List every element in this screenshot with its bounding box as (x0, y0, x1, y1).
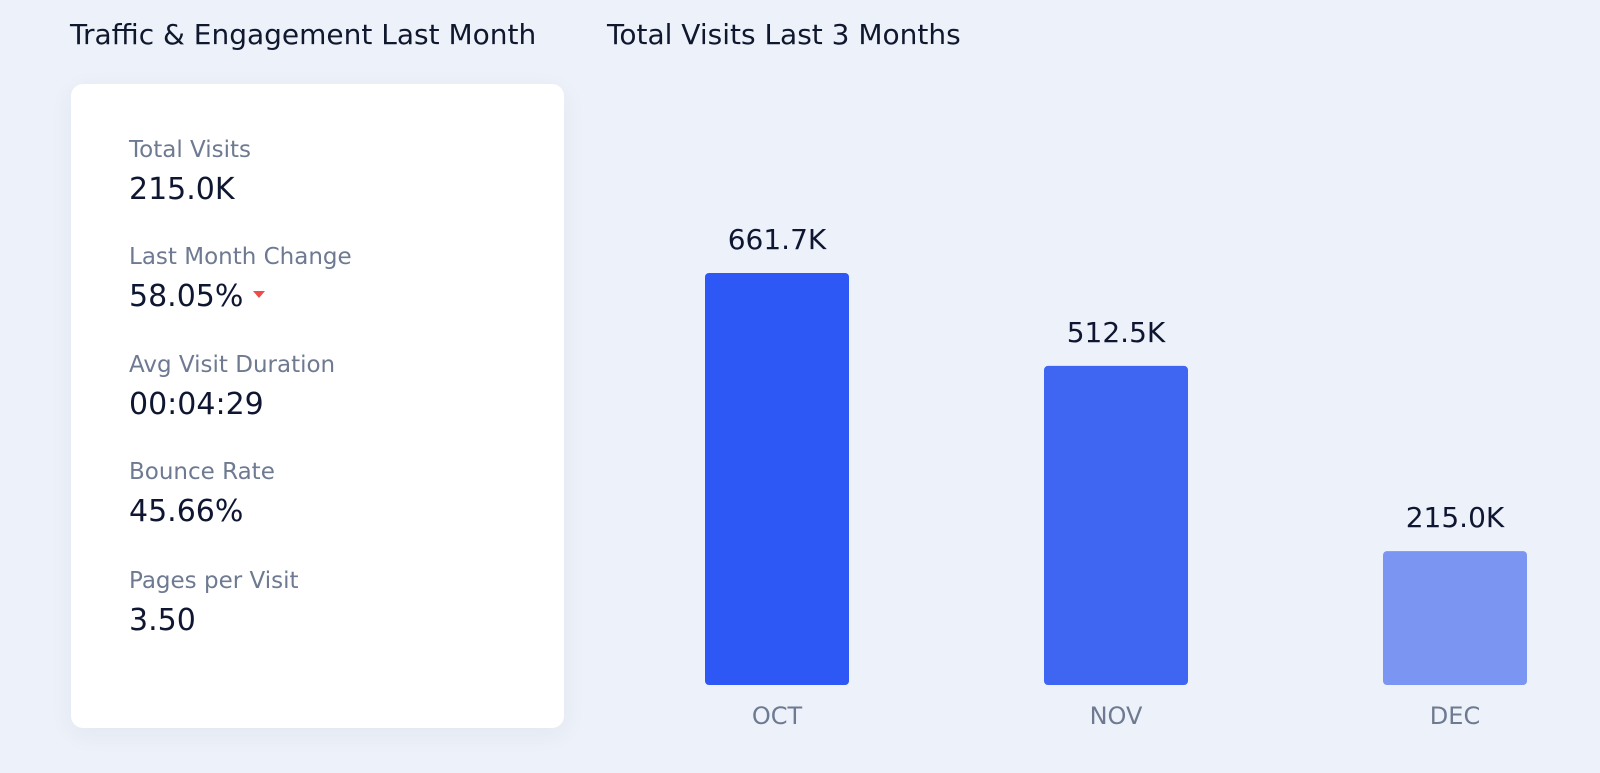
chart-title: Total Visits Last 3 Months (607, 18, 961, 51)
caret-down-icon (253, 290, 266, 298)
stat-avg-visit-duration: Avg Visit Duration 00:04:29 (129, 351, 335, 424)
stat-label: Bounce Rate (129, 459, 275, 485)
visits-bar-chart: 661.7K OCT 512.5K NOV 215.0K DEC (705, 223, 1527, 730)
traffic-engagement-title: Traffic & Engagement Last Month (70, 18, 537, 51)
stat-value: 215.0K (129, 172, 235, 207)
stat-value: 58.05% (129, 278, 352, 316)
x-tick-label: NOV (1090, 702, 1143, 730)
bar-oct[interactable] (705, 273, 849, 685)
bar-value-label: 661.7K (728, 223, 827, 256)
bar-value-label: 215.0K (1406, 501, 1505, 534)
bar-dec[interactable] (1383, 551, 1527, 685)
stat-value-text: 58.05% (129, 279, 244, 314)
bar-value-label: 512.5K (1067, 316, 1166, 349)
traffic-stats-card: Total Visits 215.0K Last Month Change 58… (71, 84, 564, 728)
stat-label: Total Visits (129, 137, 252, 163)
stat-value: 00:04:29 (129, 387, 264, 422)
stat-total-visits: Total Visits 215.0K (129, 136, 251, 209)
x-tick-label: DEC (1430, 702, 1480, 730)
stat-value: 45.66% (129, 494, 244, 529)
stat-pages-per-visit: Pages per Visit 3.50 (129, 567, 299, 640)
stat-label: Last Month Change (129, 244, 352, 270)
stat-label: Pages per Visit (129, 568, 299, 594)
stat-label: Avg Visit Duration (129, 352, 336, 378)
stat-last-month-change: Last Month Change 58.05% (129, 243, 352, 316)
stat-value: 3.50 (129, 603, 196, 638)
x-tick-label: OCT (752, 702, 803, 730)
stat-bounce-rate: Bounce Rate 45.66% (129, 458, 275, 531)
bar-nov[interactable] (1044, 365, 1188, 685)
